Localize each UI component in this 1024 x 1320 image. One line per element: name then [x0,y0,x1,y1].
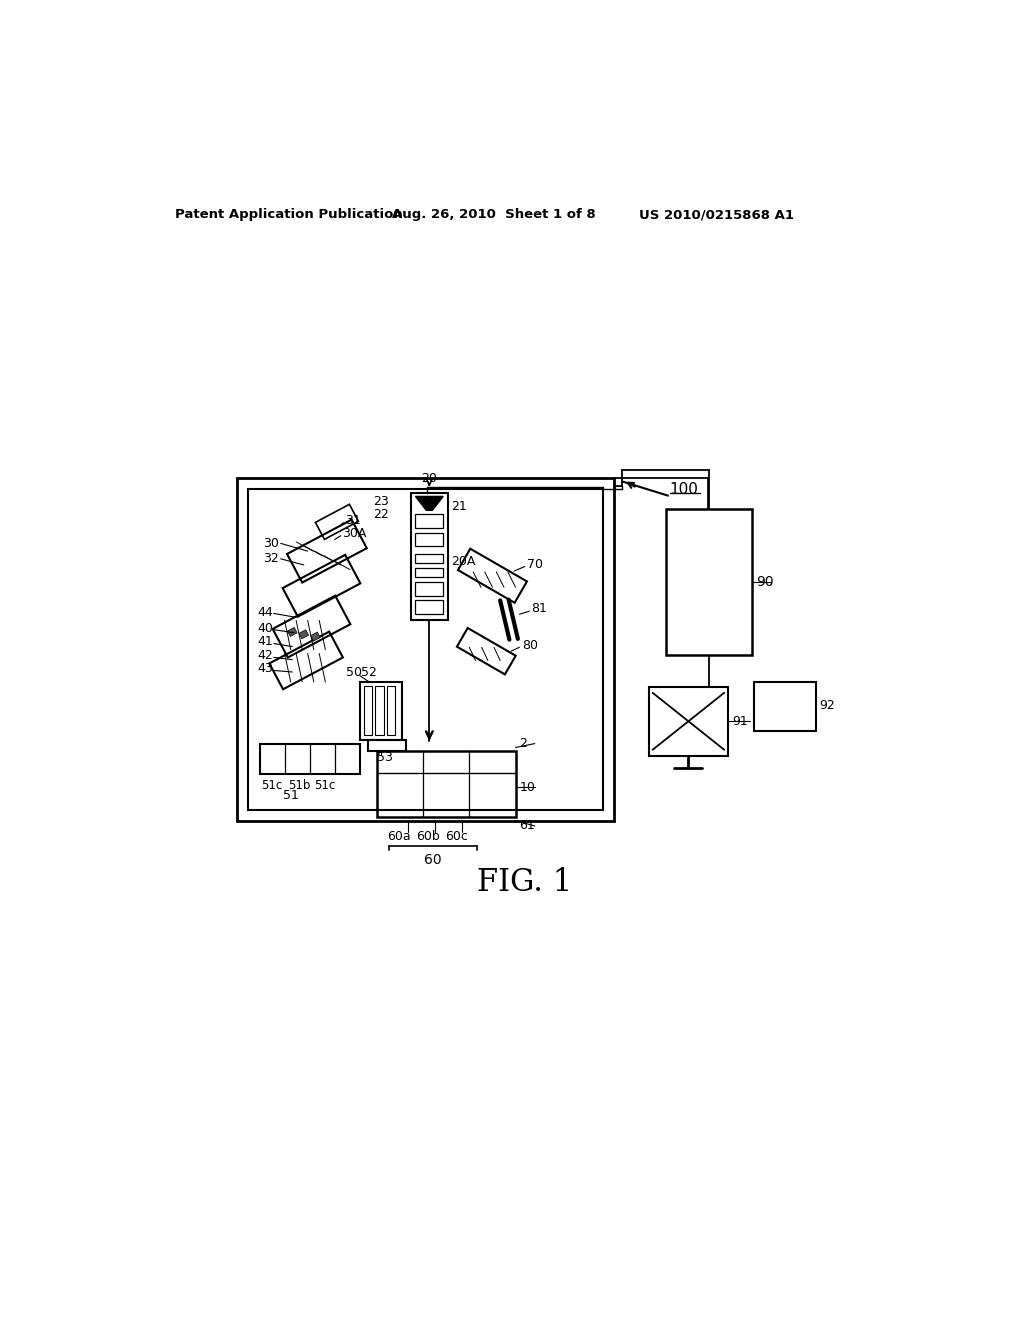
Bar [376,686,384,735]
Text: 31: 31 [345,513,360,527]
Bar [416,513,443,528]
Bar [237,478,614,821]
Text: 20: 20 [422,473,437,486]
Bar [360,682,402,739]
Text: 30: 30 [263,537,280,550]
Text: Aug. 26, 2010  Sheet 1 of 8: Aug. 26, 2010 Sheet 1 of 8 [392,209,596,222]
Text: 32: 32 [263,552,280,565]
Text: 2: 2 [519,737,527,750]
Bar [368,739,407,751]
Text: 53: 53 [377,751,392,764]
Text: 21: 21 [451,500,467,513]
Text: 80: 80 [521,639,538,652]
Text: 51: 51 [283,789,299,803]
Text: 20A: 20A [451,556,475,569]
Text: 41: 41 [257,635,273,648]
Text: 42: 42 [257,649,273,663]
Polygon shape [310,632,321,642]
Polygon shape [299,630,308,639]
Bar [416,582,443,595]
Text: US 2010/0215868 A1: US 2010/0215868 A1 [639,209,794,222]
Text: 60c: 60c [444,829,468,842]
Text: 90: 90 [756,576,773,589]
Text: 50: 50 [346,667,362,680]
Bar [416,568,443,577]
Text: FIG. 1: FIG. 1 [477,867,572,898]
Bar [416,554,443,564]
Bar [666,508,752,655]
Bar [755,682,816,730]
Text: 70: 70 [527,557,543,570]
Text: 81: 81 [531,602,547,615]
Polygon shape [288,627,297,636]
Text: 23: 23 [374,495,389,508]
Text: 60a: 60a [387,829,411,842]
Bar [364,686,373,735]
Bar [416,601,443,614]
Text: 91: 91 [732,714,748,727]
Text: 52: 52 [361,667,377,680]
Text: 61: 61 [519,820,536,833]
Text: 51c: 51c [261,779,283,792]
Bar [649,686,728,756]
Text: 51c: 51c [313,779,335,792]
Text: 43: 43 [257,663,273,676]
Text: 92: 92 [819,700,836,713]
Bar [416,532,443,546]
Text: 22: 22 [374,508,389,520]
Polygon shape [416,496,443,511]
Text: 40: 40 [257,622,273,635]
Bar [387,686,395,735]
Bar [248,488,603,810]
Bar [411,492,447,619]
Bar [377,751,515,817]
Text: 100: 100 [670,482,698,498]
Bar [260,743,360,775]
Text: 30A: 30A [342,527,367,540]
Text: 10: 10 [519,781,536,795]
Text: 51b: 51b [288,779,310,792]
Text: 60b: 60b [416,829,439,842]
Text: Patent Application Publication: Patent Application Publication [175,209,403,222]
Text: 44: 44 [257,606,273,619]
Text: 60: 60 [424,853,441,867]
